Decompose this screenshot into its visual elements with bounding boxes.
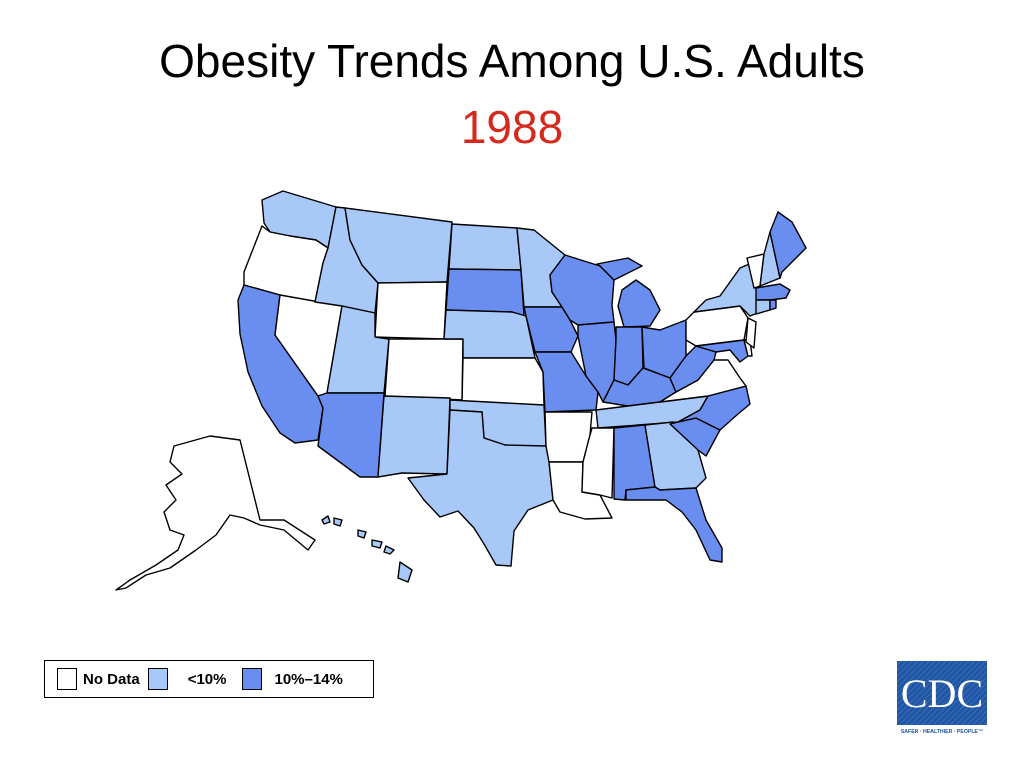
legend: No Data <10% 10%–14% bbox=[44, 660, 374, 698]
state-florida bbox=[625, 486, 723, 563]
legend-label-10to14: 10%–14% bbox=[274, 670, 343, 688]
state-rhode-island bbox=[769, 299, 777, 311]
state-connecticut bbox=[755, 299, 771, 315]
year-label: 1988 bbox=[460, 101, 564, 153]
state-kansas bbox=[461, 357, 545, 406]
legend-label-lt10: <10% bbox=[187, 670, 227, 688]
legend-item-10to14: 10%–14% bbox=[242, 668, 343, 690]
state-texas bbox=[407, 409, 554, 567]
state-maine bbox=[769, 211, 807, 279]
state-hawaii bbox=[321, 515, 413, 583]
state-north-carolina bbox=[677, 385, 751, 431]
state-colorado bbox=[384, 338, 464, 401]
state-west-virginia bbox=[669, 345, 717, 393]
state-new-mexico bbox=[377, 395, 451, 478]
state-massachusetts bbox=[755, 283, 791, 301]
legend-item-no-data: No Data bbox=[57, 668, 140, 690]
cdc-logo: CDC SAFER · HEALTHIER · PEOPLE™ bbox=[897, 661, 987, 735]
logo-panel bbox=[897, 661, 987, 725]
state-missouri bbox=[534, 351, 599, 413]
page-title: Obesity Trends Among U.S. Adults bbox=[159, 35, 865, 87]
state-north-dakota bbox=[448, 223, 522, 271]
state-arizona bbox=[317, 392, 385, 478]
legend-swatch-lt10 bbox=[147, 668, 168, 690]
state-new-jersey bbox=[745, 317, 757, 349]
logo-text: CDC bbox=[901, 671, 983, 716]
legend-item-lt10: <10% bbox=[147, 668, 227, 690]
state-south-dakota bbox=[445, 268, 525, 317]
logo-tagline: SAFER · HEALTHIER · PEOPLE™ bbox=[901, 729, 983, 735]
legend-swatch-no-data bbox=[57, 668, 77, 690]
state-alaska bbox=[115, 435, 316, 591]
state-michigan bbox=[596, 257, 661, 328]
state-wyoming bbox=[374, 281, 448, 340]
legend-swatch-10to14 bbox=[242, 668, 263, 690]
legend-label-no-data: No Data bbox=[83, 670, 140, 688]
us-map bbox=[115, 190, 807, 591]
